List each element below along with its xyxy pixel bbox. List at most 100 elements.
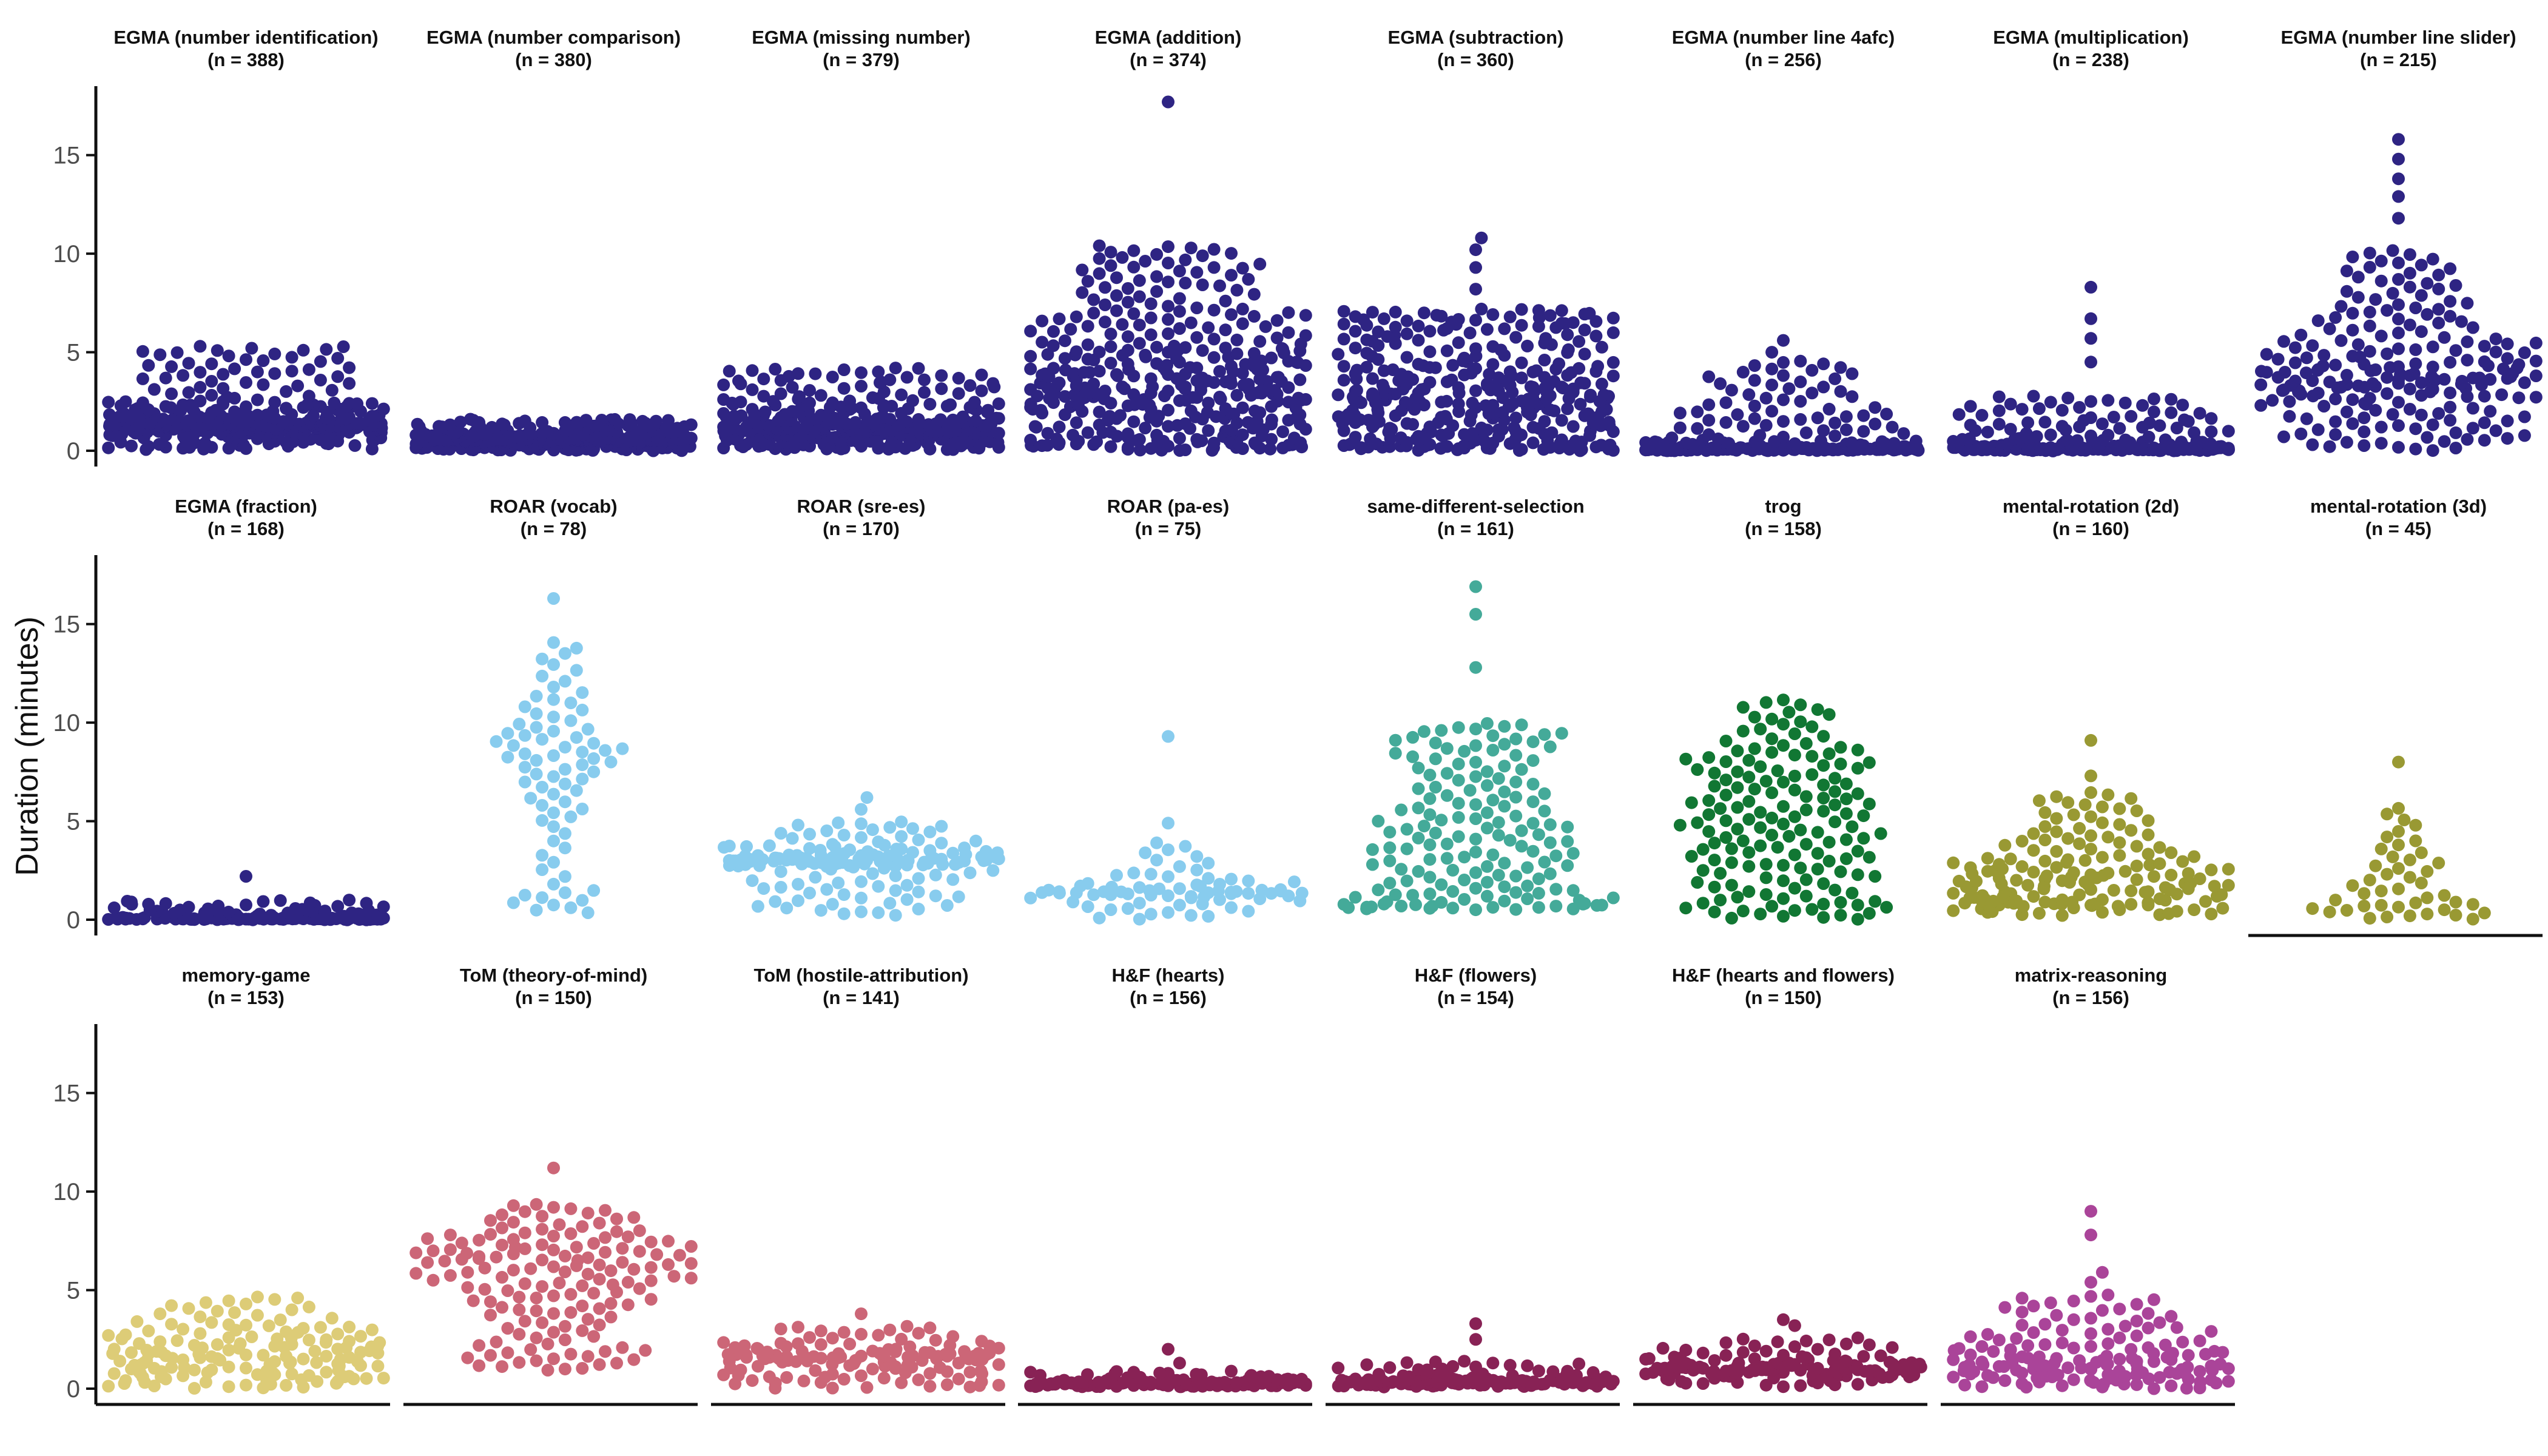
data-point [547, 1161, 560, 1175]
data-point [2113, 818, 2126, 831]
data-point [1691, 816, 1704, 829]
data-point [2518, 346, 2531, 359]
data-point [1719, 396, 1733, 410]
data-point [2444, 356, 2457, 369]
data-point [992, 1358, 1005, 1371]
data-point [1822, 835, 1836, 849]
data-point [421, 1256, 434, 1269]
data-point [952, 1372, 965, 1386]
data-point [2055, 403, 2069, 417]
data-point [302, 389, 315, 403]
data-point [1708, 905, 1721, 918]
data-point [182, 386, 195, 399]
data-point [581, 723, 595, 736]
data-point [1805, 720, 1819, 733]
data-point [564, 1288, 578, 1301]
data-point [918, 386, 931, 399]
data-point [1225, 247, 1238, 260]
data-point [530, 721, 543, 734]
data-point [1828, 416, 1842, 430]
data-point [1981, 852, 1994, 865]
data-point [1360, 1358, 1373, 1371]
data-point [558, 795, 571, 809]
data-point [2113, 1352, 2126, 1366]
data-point [268, 1293, 281, 1306]
data-point [855, 380, 868, 393]
data-point [587, 1330, 601, 1343]
data-point [855, 891, 868, 905]
data-point [1736, 1346, 1750, 1359]
data-point [593, 1302, 606, 1315]
data-point [2205, 412, 2218, 425]
data-point [1777, 415, 1790, 428]
panel-title: EGMA (number comparison) [426, 27, 681, 48]
data-point [182, 357, 195, 370]
data-point [2444, 262, 2457, 275]
data-point [2398, 814, 2411, 826]
data-point [1799, 889, 1813, 903]
data-point [1335, 1373, 1348, 1387]
data-point [1498, 785, 1511, 798]
data-point [912, 362, 925, 375]
data-point [2095, 417, 2109, 431]
data-point [1886, 420, 1899, 434]
panel-title: same-different-selection [1367, 496, 1584, 517]
panel-n-label: (n = 238) [2052, 49, 2129, 70]
data-point [536, 1253, 549, 1267]
data-point [467, 1294, 480, 1307]
data-point [1811, 703, 1824, 716]
data-point [735, 409, 748, 422]
data-point [2165, 1379, 2178, 1392]
data-point [1578, 348, 1591, 361]
data-point [1121, 282, 1134, 295]
data-point [1543, 309, 1557, 322]
data-point [616, 742, 629, 755]
data-point [1708, 780, 1721, 793]
data-point [803, 384, 816, 397]
data-point [934, 413, 947, 426]
data-point [1754, 806, 1767, 819]
data-point [746, 1374, 759, 1387]
data-point [2113, 422, 2126, 435]
data-point [2358, 899, 2371, 912]
panel-20: H&F (hearts)(n = 156) [1018, 965, 1312, 1406]
data-point [1765, 379, 1779, 391]
data-point [280, 402, 293, 415]
data-point [740, 840, 753, 853]
data-point [530, 767, 543, 781]
data-point [826, 1332, 839, 1345]
data-point [2085, 395, 2097, 408]
data-point [1133, 318, 1146, 332]
data-point [2067, 1295, 2080, 1307]
data-point [2529, 391, 2543, 404]
data-point [1452, 397, 1465, 411]
data-point [1406, 730, 1420, 744]
data-point [1366, 306, 1379, 319]
data-point [1429, 1355, 1442, 1369]
data-point [1153, 882, 1166, 895]
data-point [1190, 863, 1204, 877]
data-point [837, 829, 851, 841]
panel-14: trog(n = 158) [1673, 496, 1893, 926]
data-point [558, 1333, 571, 1346]
data-point [820, 824, 834, 837]
data-point [1070, 416, 1083, 430]
data-point [2181, 1361, 2194, 1374]
data-point [814, 408, 827, 422]
data-point [1121, 427, 1134, 440]
data-point [2271, 352, 2285, 366]
data-point [2101, 866, 2115, 880]
data-point [251, 1290, 264, 1304]
data-point [1219, 294, 1232, 308]
data-point [2374, 329, 2388, 343]
data-point [1400, 314, 1414, 328]
data-point [1144, 908, 1158, 921]
data-point [291, 1292, 305, 1304]
data-point [2147, 1293, 2160, 1306]
data-point [1469, 261, 1482, 274]
data-point [809, 871, 822, 884]
data-point [1597, 388, 1611, 402]
data-point [1276, 425, 1289, 439]
data-point [262, 1319, 275, 1332]
data-point [738, 1339, 751, 1352]
